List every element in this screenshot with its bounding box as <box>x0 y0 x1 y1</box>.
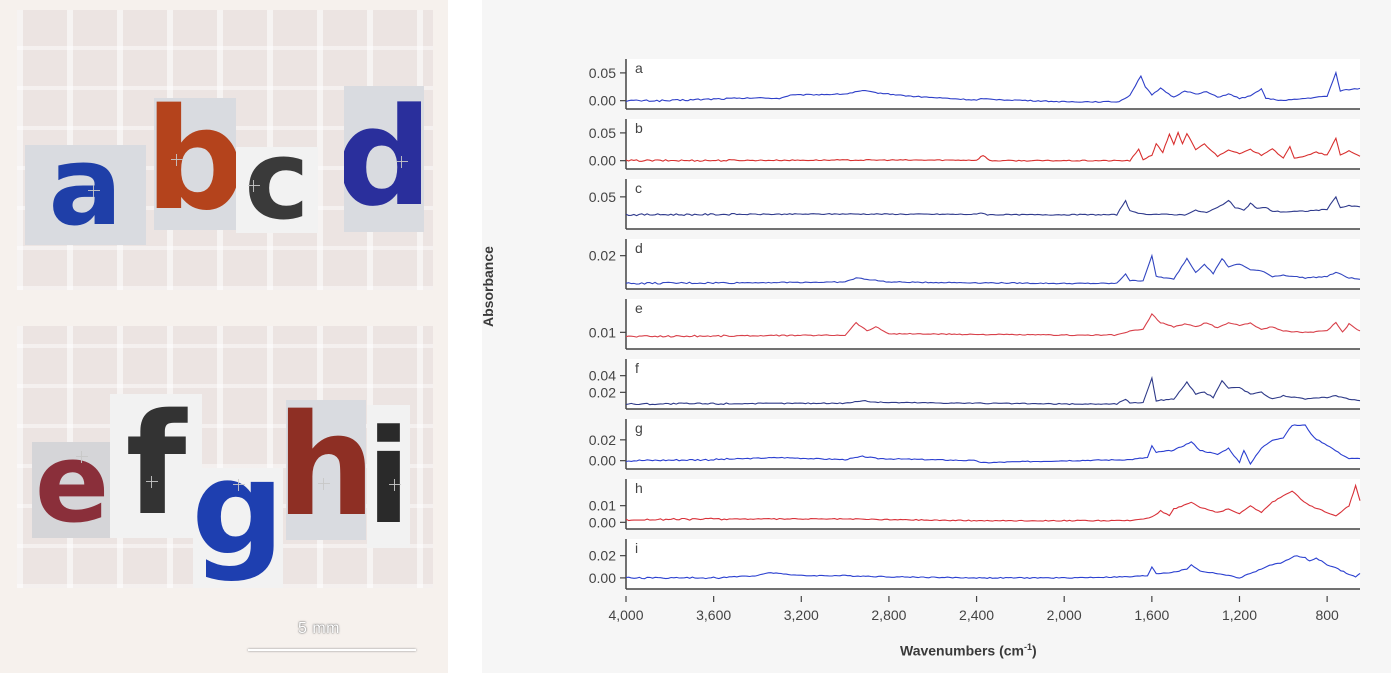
y-tick-label: 0.00 <box>589 453 616 469</box>
panel-background-e <box>626 299 1360 349</box>
crosshair-icon <box>171 154 183 166</box>
sample-glyph: i <box>367 405 410 548</box>
y-tick-label: 0.00 <box>589 514 616 530</box>
scale-bar-label: 5 mm <box>298 620 340 637</box>
y-tick-label: 0.00 <box>589 570 616 586</box>
sample-glyph: a <box>48 145 123 245</box>
spectrum-line-i <box>625 555 1361 580</box>
sample-glyph: f <box>125 394 187 538</box>
panel-background-b <box>626 119 1360 169</box>
sample-glyph: c <box>244 147 310 233</box>
panel-background-g <box>626 419 1360 469</box>
crosshair-icon <box>396 156 408 168</box>
ftir-spectra-chart: a0.050.00b0.050.00c0.05d0.02e0.01f0.040.… <box>589 59 1361 623</box>
sample-glyph: e <box>34 442 110 538</box>
spectrum-line-f <box>625 375 1361 406</box>
sample-e: e <box>32 442 112 538</box>
spectrum-line-d <box>625 253 1361 285</box>
sample-h: h <box>286 400 366 540</box>
y-tick-label: 0.02 <box>589 548 616 564</box>
x-axis-title: Wavenumbers (cm-1) <box>900 642 1037 659</box>
panel-label-e: e <box>635 300 643 316</box>
sample-f: f <box>110 394 202 538</box>
panel-background-a <box>626 59 1360 109</box>
panel-label-g: g <box>635 420 643 436</box>
x-axis-title-exponent: -1 <box>1023 642 1032 652</box>
panel-label-c: c <box>635 180 642 196</box>
sample-glyph: d <box>344 86 424 232</box>
panel-label-a: a <box>635 60 643 76</box>
y-tick-label: 0.01 <box>589 324 616 340</box>
sample-g: g <box>193 468 283 588</box>
crosshair-icon <box>76 451 88 463</box>
panel-label-f: f <box>635 360 639 376</box>
panel-background-c <box>626 179 1360 229</box>
x-tick-label: 3,600 <box>696 607 731 623</box>
y-tick-label: 0.00 <box>589 93 616 109</box>
spectrum-line-a <box>625 70 1361 103</box>
y-tick-label: 0.05 <box>589 189 616 205</box>
panel-label-h: h <box>635 480 643 496</box>
panel-background-i <box>626 539 1360 589</box>
panel-background-f <box>626 359 1360 409</box>
spectrum-line-b <box>625 130 1361 162</box>
x-tick-label: 2,800 <box>871 607 906 623</box>
crosshair-icon <box>318 478 330 490</box>
panel-background-d <box>626 239 1360 289</box>
x-tick-label: 800 <box>1315 607 1339 623</box>
crosshair-icon <box>146 476 158 488</box>
sample-b: b <box>154 98 236 230</box>
spectrum-line-e <box>625 312 1361 338</box>
sample-a: a <box>25 145 146 245</box>
spectrum-line-h <box>625 483 1361 522</box>
spectra-panel: a 0.05 0.00 b 0.05 0.00 c 0.05 d 0.02 e 0.01 f 0.04 0.… <box>482 0 1391 673</box>
micrograph-panel: a b c d e f g h i 5 mm <box>0 0 448 673</box>
spectrum-line-c <box>625 195 1361 217</box>
sample-glyph: h <box>286 400 366 540</box>
x-tick-label: 2,000 <box>1047 607 1082 623</box>
y-tick-label: 0.01 <box>589 498 616 514</box>
sample-glyph: b <box>154 98 236 230</box>
panel-label-d: d <box>635 240 643 256</box>
y-tick-label: 0.04 <box>589 368 616 384</box>
crosshair-icon <box>233 479 245 491</box>
crosshair-icon <box>88 185 100 197</box>
y-axis-title: Absorbance <box>480 246 496 327</box>
x-tick-label: 1,200 <box>1222 607 1257 623</box>
y-tick-label: 0.02 <box>589 384 616 400</box>
crosshair-icon <box>389 479 401 491</box>
x-tick-label: 1,600 <box>1134 607 1169 623</box>
scale-bar <box>248 649 416 651</box>
y-tick-label: 0.02 <box>589 432 616 448</box>
y-tick-label: 0.02 <box>589 248 616 264</box>
panel-label-b: b <box>635 120 643 136</box>
spectrum-line-g <box>625 424 1361 466</box>
x-tick-label: 2,400 <box>959 607 994 623</box>
panel-label-i: i <box>635 540 638 556</box>
y-tick-label: 0.05 <box>589 125 616 141</box>
x-tick-label: 4,000 <box>608 607 643 623</box>
crosshair-icon <box>248 180 260 192</box>
sample-c: c <box>236 147 318 233</box>
sample-i: i <box>367 405 410 548</box>
y-tick-label: 0.00 <box>589 153 616 169</box>
sample-d: d <box>344 86 424 232</box>
x-axis-title-text: Wavenumbers (cm <box>900 642 1024 659</box>
x-tick-label: 3,200 <box>784 607 819 623</box>
y-tick-label: 0.05 <box>589 65 616 81</box>
